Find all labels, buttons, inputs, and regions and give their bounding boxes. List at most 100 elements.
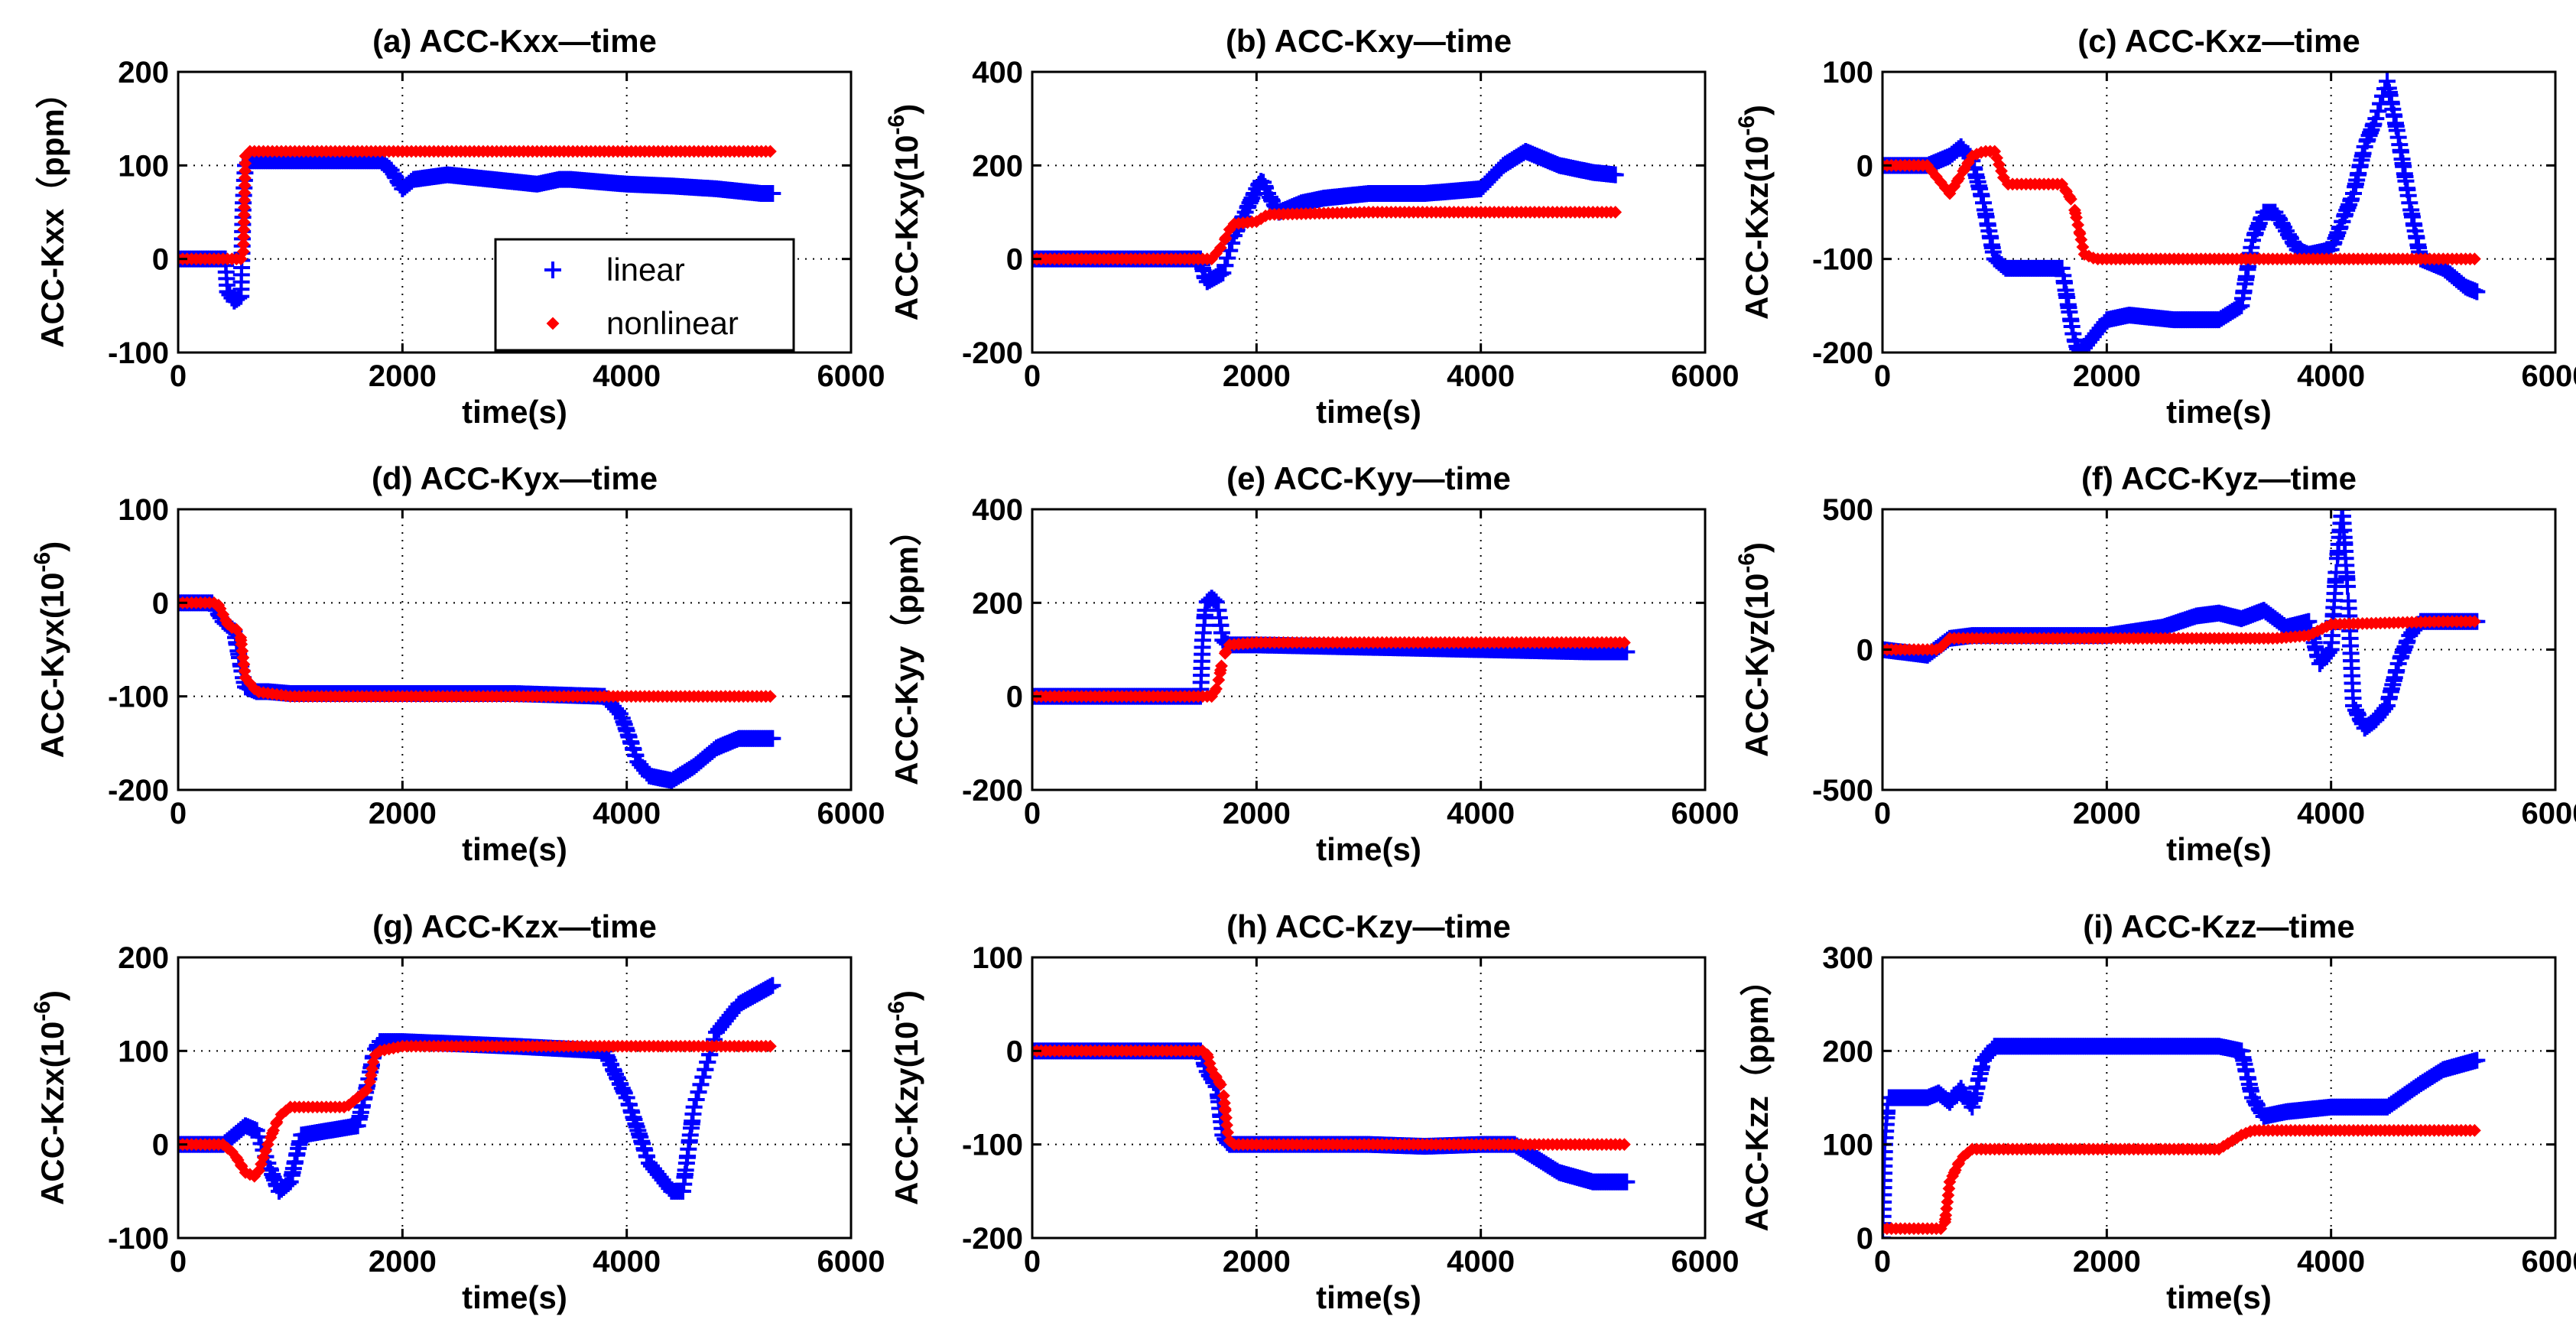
x-tick-label: 2000 — [1223, 797, 1291, 830]
y-tick-label: -100 — [108, 1222, 169, 1256]
marker-nonlinear — [238, 200, 251, 214]
marker-linear — [1194, 639, 1211, 656]
marker-linear — [2398, 634, 2415, 652]
panel-c: 0 2000 4000 6000 -200 -100 0 100 (c) ACC-Kxz—tim… — [1734, 23, 2576, 430]
x-tick-label: 0 — [1024, 1245, 1041, 1279]
chart-title-d: (d) ACC-Kyx—time — [372, 460, 658, 496]
y-tick-label: 0 — [1856, 1222, 1873, 1256]
marker-linear — [1205, 591, 1223, 609]
panel-d: 0 2000 4000 6000 -200 -100 0 100 (d) ACC-Kyx—tim… — [30, 460, 885, 867]
marker-linear — [2274, 216, 2292, 233]
y-axis-label-c: ACC-Kxz(10-6) — [1734, 105, 1775, 320]
x-tick-label: 0 — [1874, 359, 1891, 393]
marker-linear — [1217, 257, 1234, 275]
x-tick-label: 6000 — [2522, 1245, 2576, 1279]
y-tick-label: 200 — [972, 587, 1023, 620]
x-tick-label: 2000 — [2073, 1245, 2141, 1279]
y-tick-label: -200 — [962, 1222, 1023, 1256]
x-tick-label: 6000 — [1671, 797, 1740, 830]
marker-linear — [1213, 624, 1230, 642]
marker-nonlinear — [366, 1055, 380, 1069]
series-group-a — [178, 145, 781, 310]
chart-title-b: (b) ACC-Kxy—time — [1226, 23, 1512, 59]
marker-nonlinear — [238, 179, 252, 192]
series-group-g — [178, 976, 781, 1200]
marker-linear — [2342, 192, 2360, 210]
y-tick-label: 400 — [972, 56, 1023, 89]
y-tick-label: 100 — [118, 149, 169, 183]
y-tick-label: 0 — [152, 243, 169, 277]
y-tick-label: -500 — [1812, 774, 1873, 807]
x-axis-label-a: time(s) — [462, 394, 567, 430]
x-tick-label: 4000 — [2297, 1245, 2365, 1279]
marker-linear — [694, 1068, 712, 1086]
x-tick-label: 0 — [1874, 797, 1891, 830]
y-tick-label: 100 — [1822, 56, 1873, 89]
marker-nonlinear — [359, 1084, 373, 1097]
x-axis-label-b: time(s) — [1316, 394, 1421, 430]
axes-box-h — [1031, 956, 1707, 1240]
y-tick-label: 300 — [1822, 941, 1873, 975]
x-tick-label: 4000 — [593, 1245, 661, 1279]
marker-linear — [684, 1105, 702, 1123]
marker-linear — [1207, 593, 1225, 611]
legend-box — [494, 238, 795, 352]
marker-nonlinear — [1203, 1057, 1217, 1071]
marker-linear — [2468, 283, 2486, 301]
marker-nonlinear — [1941, 1195, 1954, 1209]
marker-nonlinear — [238, 186, 252, 200]
marker-linear — [1882, 1096, 1896, 1113]
marker-linear — [633, 1132, 651, 1150]
x-axis-label-i: time(s) — [2166, 1279, 2272, 1315]
marker-linear — [2348, 704, 2366, 722]
y-axis-label-d: ACC-Kyx(10-6) — [30, 541, 70, 758]
marker-linear — [2251, 1101, 2269, 1119]
marker-linear — [2339, 577, 2357, 595]
marker-nonlinear — [1219, 645, 1233, 658]
axes-box-e — [1031, 508, 1707, 791]
x-tick-label: 0 — [170, 1245, 187, 1279]
marker-linear — [638, 1147, 655, 1165]
x-axis-label-e: time(s) — [1316, 831, 1421, 867]
marker-linear — [628, 1118, 645, 1136]
x-axis-label-g: time(s) — [462, 1279, 567, 1315]
marker-nonlinear — [763, 690, 777, 703]
legend-marker-nonlinear — [546, 317, 560, 330]
y-tick-label: 100 — [1822, 1129, 1873, 1162]
marker-linear — [764, 976, 781, 994]
marker-nonlinear — [1609, 206, 1623, 219]
marker-linear — [218, 276, 236, 294]
x-tick-label: 2000 — [369, 359, 437, 393]
marker-nonlinear — [1219, 231, 1233, 245]
marker-nonlinear — [238, 193, 252, 207]
axes-box-g — [177, 956, 853, 1240]
legend-label-nonlinear: nonlinear — [606, 305, 739, 341]
y-tick-label: 0 — [1006, 681, 1023, 714]
plot-area-d — [178, 509, 851, 790]
marker-linear — [2388, 122, 2405, 139]
y-tick-label: 200 — [1822, 1035, 1873, 1068]
x-tick-label: 2000 — [369, 797, 437, 830]
marker-linear — [2344, 690, 2362, 707]
marker-nonlinear — [364, 1068, 378, 1082]
marker-linear — [2364, 117, 2382, 135]
y-tick-label: 100 — [118, 1035, 169, 1068]
x-tick-label: 6000 — [817, 359, 885, 393]
x-tick-label: 0 — [170, 797, 187, 830]
legend: linear nonlinear — [494, 238, 795, 352]
x-tick-label: 4000 — [593, 797, 661, 830]
y-tick-label: -200 — [1812, 336, 1873, 370]
y-tick-label: 200 — [118, 941, 169, 975]
x-tick-label: 4000 — [1447, 359, 1515, 393]
series-group-b — [1032, 142, 1624, 291]
x-axis-label-d: time(s) — [462, 831, 567, 867]
marker-nonlinear — [1996, 171, 2010, 184]
marker-nonlinear — [1942, 1181, 1956, 1195]
marker-linear — [2352, 712, 2370, 729]
marker-nonlinear — [1617, 635, 1631, 649]
x-tick-label: 2000 — [1223, 359, 1291, 393]
